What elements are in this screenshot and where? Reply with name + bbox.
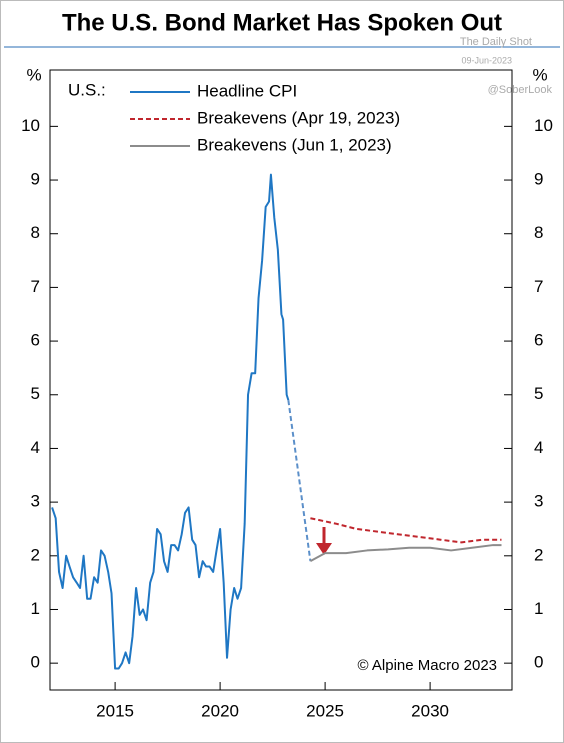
plot-frame [49, 69, 513, 691]
watermark: 09-Jun-2023 [461, 55, 512, 65]
x-tick-label: 2015 [96, 701, 134, 720]
series-line [310, 517, 502, 544]
y-tick-label: 9 [31, 170, 40, 189]
y-tick-label: 10 [21, 116, 40, 135]
y2-unit-label: % [532, 65, 547, 84]
legend-label: Breakevens (Apr 19, 2023) [197, 108, 400, 127]
y2-tick-label: 0 [534, 653, 543, 672]
y2-tick-label: 7 [534, 277, 543, 296]
y-tick-label: 7 [31, 277, 40, 296]
watermark: @SoberLook [488, 84, 553, 96]
y2-tick-label: 9 [534, 170, 543, 189]
x-tick-label: 2020 [201, 701, 239, 720]
y2-tick-label: 5 [534, 384, 543, 403]
series-line [51, 173, 290, 670]
y2-tick-label: 4 [534, 438, 543, 457]
y2-tick-label: 10 [534, 116, 553, 135]
series-line [287, 399, 312, 562]
y2-tick-label: 2 [534, 545, 543, 564]
series-line [309, 544, 502, 563]
y-tick-label: 6 [31, 331, 40, 350]
y-tick-label: 4 [31, 438, 40, 457]
legend-label: Breakevens (Jun 1, 2023) [197, 135, 392, 154]
y2-tick-label: 3 [534, 492, 543, 511]
region-label: U.S.: [68, 80, 106, 99]
y-tick-label: 3 [31, 492, 40, 511]
y-tick-label: 0 [31, 653, 40, 672]
y2-tick-label: 1 [534, 599, 543, 618]
watermark: The Daily Shot [460, 36, 532, 48]
y-unit-label: % [26, 65, 41, 84]
y-tick-label: 2 [31, 545, 40, 564]
annotation: © Alpine Macro 2023 [358, 657, 497, 674]
y-tick-label: 1 [31, 599, 40, 618]
chart-title: The U.S. Bond Market Has Spoken Out [62, 9, 502, 36]
x-tick-label: 2030 [411, 701, 449, 720]
down-arrow [316, 527, 332, 555]
y2-tick-label: 6 [534, 331, 543, 350]
x-tick-label: 2025 [306, 701, 344, 720]
y-tick-label: 5 [31, 384, 40, 403]
y2-tick-label: 8 [534, 223, 543, 242]
legend-label: Headline CPI [197, 81, 297, 100]
y-tick-label: 8 [31, 223, 40, 242]
